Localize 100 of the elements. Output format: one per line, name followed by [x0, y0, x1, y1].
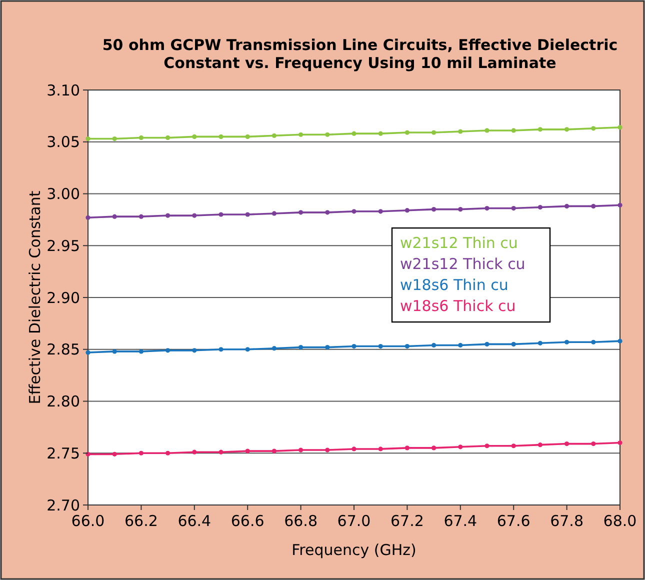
y-tick-label: 2.90 — [46, 288, 80, 307]
point — [404, 130, 410, 135]
chart-title: 50 ohm GCPW Transmission Line Circuits, Effective Dielectric Constant vs. Frequency Using 10 mil Laminate — [102, 36, 618, 72]
text: w21s12 Thin cu — [400, 234, 518, 252]
text: w18s6 Thick cu — [400, 297, 516, 315]
point — [325, 132, 330, 137]
point — [378, 209, 383, 214]
point — [112, 214, 117, 219]
x-tick-label: 66.0 — [71, 512, 105, 530]
point — [138, 135, 144, 140]
point — [378, 344, 383, 349]
y-tick-label: 2.75 — [46, 444, 80, 462]
point — [458, 342, 463, 348]
point — [245, 134, 250, 139]
point — [618, 202, 622, 208]
point — [484, 444, 490, 448]
point — [538, 204, 542, 210]
x-tick-label: 66.6 — [230, 512, 264, 530]
point — [591, 340, 596, 344]
point — [511, 206, 516, 211]
x-tick-label: 67.4 — [444, 512, 478, 530]
y-tick-label: 2.95 — [46, 236, 80, 255]
point — [511, 444, 516, 448]
point — [138, 450, 144, 456]
point — [591, 126, 596, 131]
point — [112, 136, 117, 142]
point — [298, 210, 304, 215]
point — [404, 446, 410, 450]
point — [325, 345, 330, 350]
point — [458, 129, 463, 134]
point — [192, 450, 197, 454]
x-axis-title: Frequency (GHz) — [292, 541, 416, 559]
point — [298, 345, 304, 350]
x-tick-label: 67.0 — [337, 512, 371, 530]
point — [272, 346, 276, 351]
x-tick-label: 66.8 — [284, 512, 318, 530]
point — [218, 212, 224, 217]
point — [484, 206, 490, 211]
point — [325, 448, 330, 452]
point — [298, 132, 304, 137]
point — [86, 136, 90, 142]
x-tick-label: 67.6 — [496, 512, 530, 530]
point — [564, 127, 570, 132]
text: w21s12 Thick cu — [400, 255, 526, 273]
point — [272, 133, 276, 138]
point — [404, 344, 410, 349]
point — [404, 208, 410, 213]
point — [166, 213, 170, 218]
point — [218, 134, 224, 139]
point — [591, 441, 596, 446]
point — [272, 211, 276, 216]
point — [138, 349, 144, 354]
point — [352, 209, 356, 214]
x-tick-label: 67.2 — [390, 512, 424, 530]
point — [86, 215, 90, 220]
point — [352, 446, 356, 452]
point — [484, 342, 490, 346]
point — [352, 131, 356, 136]
point — [591, 204, 596, 208]
y-axis-title: Effective Dielectric Constant — [26, 190, 44, 404]
point — [378, 131, 383, 136]
point — [511, 342, 516, 346]
point — [86, 350, 90, 355]
point — [325, 210, 330, 215]
point — [618, 125, 622, 130]
point — [245, 347, 250, 352]
point — [538, 442, 542, 448]
point — [218, 347, 224, 352]
point — [192, 213, 197, 218]
point — [166, 135, 170, 140]
point — [218, 450, 224, 454]
point — [432, 130, 436, 135]
point — [166, 450, 170, 456]
point — [458, 207, 463, 212]
x-tick-label: 68.0 — [603, 512, 637, 530]
x-tick-label: 66.2 — [124, 512, 158, 530]
point — [192, 134, 197, 139]
point — [484, 128, 490, 133]
point — [378, 446, 383, 452]
point — [618, 338, 622, 344]
point — [432, 446, 436, 450]
point — [272, 448, 276, 454]
y-tick-label: 3.00 — [46, 185, 80, 203]
point — [618, 440, 622, 446]
point — [538, 340, 542, 346]
point — [245, 448, 250, 454]
point — [112, 452, 117, 456]
point — [458, 444, 463, 450]
point — [538, 127, 542, 132]
y-tick-label: 2.85 — [46, 340, 80, 359]
point — [166, 348, 170, 353]
text: w18s6 Thin cu — [400, 276, 508, 294]
point — [432, 207, 436, 212]
point — [564, 204, 570, 208]
point — [192, 348, 197, 353]
y-tick-label: 3.10 — [46, 81, 80, 100]
point — [564, 441, 570, 446]
x-tick-label: 67.8 — [550, 512, 584, 530]
point — [112, 349, 117, 354]
point — [432, 342, 436, 348]
